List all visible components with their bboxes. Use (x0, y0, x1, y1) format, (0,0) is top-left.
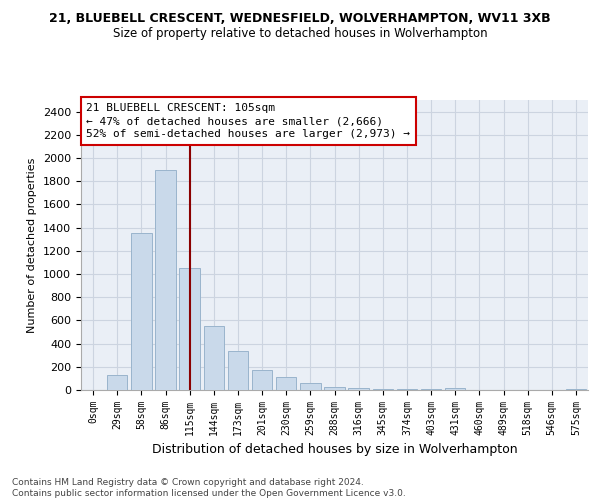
Bar (349, 388, 369, 390)
Text: 21, BLUEBELL CRESCENT, WEDNESFIELD, WOLVERHAMPTON, WV11 3XB: 21, BLUEBELL CRESCENT, WEDNESFIELD, WOLV… (49, 12, 551, 26)
Bar (155, 170, 176, 390)
Bar (373, 389, 393, 390)
Bar (107, 375, 127, 390)
Bar (276, 377, 296, 390)
Bar (252, 370, 272, 390)
Bar (203, 326, 224, 390)
Bar (300, 383, 320, 390)
Text: Size of property relative to detached houses in Wolverhampton: Size of property relative to detached ho… (113, 28, 487, 40)
X-axis label: Distribution of detached houses by size in Wolverhampton: Distribution of detached houses by size … (152, 444, 517, 456)
Bar (445, 388, 466, 390)
Text: Contains HM Land Registry data © Crown copyright and database right 2024.
Contai: Contains HM Land Registry data © Crown c… (12, 478, 406, 498)
Text: 21 BLUEBELL CRESCENT: 105sqm
← 47% of detached houses are smaller (2,666)
52% of: 21 BLUEBELL CRESCENT: 105sqm ← 47% of de… (86, 103, 410, 140)
Bar (227, 350, 248, 390)
Bar (131, 234, 152, 390)
Y-axis label: Number of detached properties: Number of detached properties (28, 158, 37, 332)
Bar (179, 268, 200, 390)
Bar (324, 386, 345, 390)
